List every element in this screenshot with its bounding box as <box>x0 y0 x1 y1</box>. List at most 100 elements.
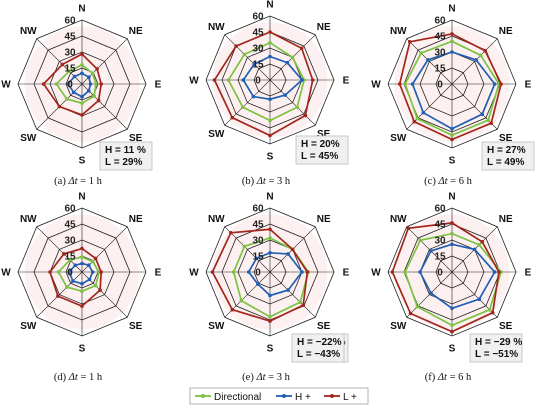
series-point <box>450 32 454 36</box>
direction-label: E <box>343 268 350 279</box>
series-point <box>268 30 272 34</box>
series-point <box>210 270 215 274</box>
legend-item-l-plus: L + <box>324 392 357 403</box>
series-point <box>230 115 235 120</box>
series-point <box>283 93 287 97</box>
radial-tick-label: 0 <box>437 268 443 279</box>
series-point <box>410 82 415 86</box>
legend-swatch-marker <box>201 394 205 398</box>
direction-label: W <box>371 268 381 279</box>
series-point <box>310 78 315 82</box>
panel-caption: (d) Δt = 1 h <box>54 372 103 383</box>
series-point <box>450 137 454 142</box>
series-point <box>60 62 65 67</box>
stat-h: H = −22% <box>297 337 342 348</box>
radial-tick-label: 45 <box>252 28 264 39</box>
radial-tick-label: 60 <box>434 204 446 215</box>
radial-tick-label: 60 <box>252 12 264 23</box>
legend: Directional H + L + <box>189 387 369 405</box>
series-point <box>246 270 251 274</box>
series-point <box>450 221 454 225</box>
direction-label: W <box>371 80 381 91</box>
direction-label: E <box>343 76 350 87</box>
stats-box: H = 11 %L = 29% <box>99 141 153 171</box>
series-point <box>487 307 492 312</box>
direction-label: N <box>266 192 273 203</box>
series-point <box>80 71 84 76</box>
direction-label: S <box>449 156 456 167</box>
stat-h: H = −29 % <box>475 337 522 348</box>
legend-item-directional: Directional <box>195 392 261 403</box>
direction-label: NW <box>390 214 407 225</box>
series-point <box>87 89 91 93</box>
series-point <box>419 51 423 55</box>
stats-box: H = 27%L = 49% <box>481 141 535 171</box>
series-point <box>472 247 477 252</box>
direction-label: NW <box>390 26 407 37</box>
series-point <box>403 270 407 274</box>
radar-spoke <box>406 226 453 273</box>
direction-label: W <box>1 268 11 279</box>
series-point <box>254 256 259 261</box>
stats-box: H = −22%L = −43% <box>291 333 345 363</box>
direction-label: W <box>189 76 199 87</box>
direction-label: SE <box>499 321 513 332</box>
radial-tick-label: 45 <box>64 220 76 231</box>
direction-label: NE <box>317 22 331 33</box>
direction-label: SW <box>20 133 37 144</box>
caption-delta: Δt <box>256 176 269 187</box>
series-point <box>390 270 395 274</box>
radial-tick-label: 15 <box>252 60 264 71</box>
radial-tick-label: 45 <box>434 220 446 231</box>
stat-h: H = 11 % <box>105 145 146 156</box>
series-point <box>418 238 423 243</box>
radar-spoke <box>451 38 498 85</box>
direction-label: N <box>448 4 455 15</box>
series-point <box>403 82 407 86</box>
series-point <box>286 288 290 292</box>
radial-tick-label: 60 <box>64 204 76 215</box>
series-point <box>415 116 420 121</box>
series-point <box>408 311 413 316</box>
series-point <box>241 105 245 109</box>
series-point <box>418 270 422 274</box>
direction-label: S <box>267 152 274 163</box>
series-point <box>80 101 84 105</box>
series-point <box>480 240 485 244</box>
direction-label: SW <box>390 133 407 144</box>
series-point <box>73 263 77 268</box>
series-point <box>295 105 300 109</box>
direction-label: S <box>267 344 274 355</box>
series-point <box>71 279 75 283</box>
series-point <box>450 231 454 236</box>
series-point <box>80 255 84 259</box>
radar-spoke <box>224 226 271 273</box>
direction-label: E <box>155 268 162 279</box>
caption-delta: Δt <box>437 372 450 383</box>
series-point <box>87 263 91 268</box>
radial-tick-label: 30 <box>252 44 264 55</box>
radar-spoke <box>406 271 453 318</box>
direction-label: NE <box>129 214 143 225</box>
radial-tick-label: 45 <box>252 220 264 231</box>
radial-tick-label: 15 <box>64 64 76 75</box>
direction-label: NW <box>208 214 225 225</box>
radial-tick-label: 30 <box>434 236 446 247</box>
series-point <box>492 270 497 274</box>
series-point <box>95 67 99 71</box>
radar-panel-b: 0 15 30 45 60N NE E SE S SW W NW H = 20%L = 45% (b) Δ… <box>189 0 349 187</box>
series-point <box>290 55 295 60</box>
stats-box-frame <box>291 333 345 363</box>
series-point <box>268 319 272 323</box>
radial-tick-label: 30 <box>252 236 264 247</box>
series-point <box>421 110 426 115</box>
series-point <box>62 252 66 256</box>
radial-tick-label: 30 <box>64 48 76 59</box>
caption-delta: Δt <box>255 372 268 383</box>
series-point <box>268 54 272 59</box>
direction-label: SW <box>208 321 225 332</box>
stat-l: L = 49% <box>487 157 524 168</box>
series-point <box>303 113 308 118</box>
